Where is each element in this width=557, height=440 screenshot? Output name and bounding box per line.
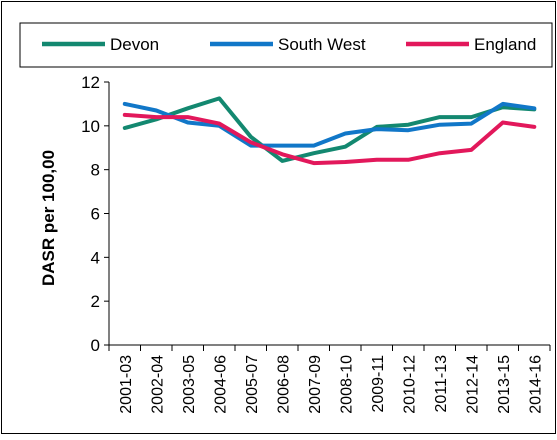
x-tick-label: 2008-10 xyxy=(338,355,355,414)
y-tick-label: 6 xyxy=(91,205,100,224)
y-tick-label: 0 xyxy=(91,336,100,355)
series-line-south-west xyxy=(122,101,537,148)
x-tick-label: 2001-03 xyxy=(118,355,135,414)
y-tick-label: 10 xyxy=(81,117,100,136)
series-line-devon xyxy=(122,96,537,163)
y-tick-label: 12 xyxy=(81,73,100,92)
x-tick-label: 2005-07 xyxy=(244,355,261,414)
x-tick-label: 2013-15 xyxy=(496,355,513,414)
series-line-england xyxy=(122,112,537,166)
x-tick-label: 2014-16 xyxy=(527,355,544,414)
x-tick-label: 2002-04 xyxy=(149,355,166,414)
y-tick-label: 8 xyxy=(91,161,100,180)
legend-label: South West xyxy=(278,35,366,54)
legend: Devon South West England xyxy=(42,35,536,54)
x-tick-label: 2010-12 xyxy=(401,355,418,414)
y-axis-title: DASR per 100,00 xyxy=(39,150,58,286)
x-tick-label: 2003-05 xyxy=(181,355,198,414)
series-lines xyxy=(122,96,537,166)
axes: 0 2 4 6 8 10 12 2001-03 2002-04 2003-05 2004-06 200… xyxy=(81,73,551,414)
x-tick-label: 2006-08 xyxy=(275,355,292,414)
x-tick-label: 2007-09 xyxy=(307,355,324,414)
legend-label: England xyxy=(474,35,536,54)
x-tick-label: 2009-11 xyxy=(370,355,387,413)
x-tick-label: 2012-14 xyxy=(464,355,481,414)
y-tick-label: 2 xyxy=(91,292,100,311)
x-tick-label: 2004-06 xyxy=(212,355,229,414)
legend-label: Devon xyxy=(110,35,159,54)
y-tick-label: 4 xyxy=(91,248,100,267)
x-tick-label: 2011-13 xyxy=(433,355,450,413)
